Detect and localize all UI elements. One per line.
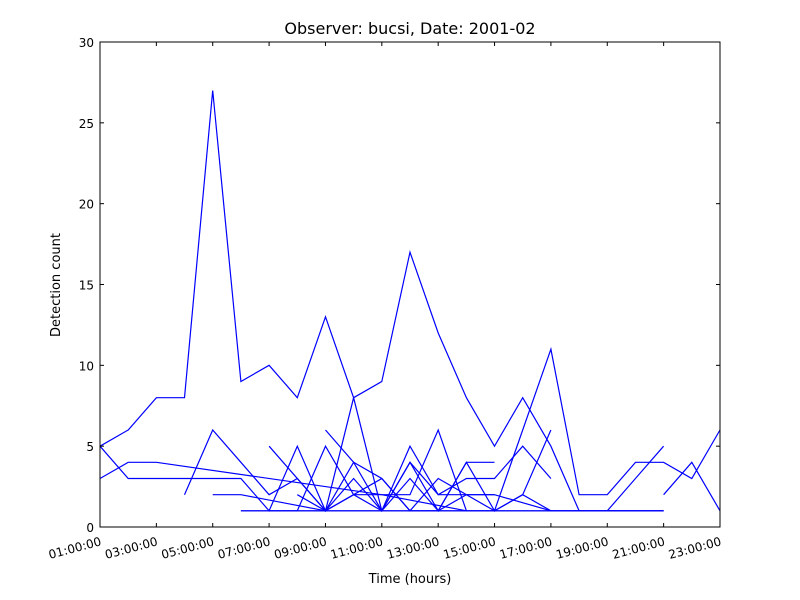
series-line-12 bbox=[663, 461, 721, 512]
y-tick-label: 0 bbox=[86, 521, 94, 535]
x-tick-label: 05:00:00 bbox=[160, 534, 216, 561]
x-tick-label: 17:00:00 bbox=[498, 534, 554, 561]
x-axis-ticks: 01:00:00 03:00:00 05:00:00 07:00:00 09:00:00… bbox=[47, 42, 723, 562]
x-tick-label: 11:00:00 bbox=[329, 534, 385, 561]
x-axis-label: Time (hours) bbox=[368, 572, 452, 587]
series-line-3 bbox=[99, 346, 721, 513]
x-tick-label: 15:00:00 bbox=[442, 534, 498, 561]
y-axis-ticks: 0 5 10 15 20 25 30 bbox=[79, 36, 720, 535]
plot-frame bbox=[99, 41, 721, 528]
x-tick-label: 13:00:00 bbox=[385, 534, 441, 561]
x-tick-label: 03:00:00 bbox=[103, 534, 159, 561]
y-axis-label: Detection count bbox=[49, 233, 64, 337]
y-tick-label: 20 bbox=[79, 198, 94, 212]
series-layer bbox=[99, 90, 721, 513]
y-tick-label: 30 bbox=[79, 36, 94, 50]
x-tick-label: 19:00:00 bbox=[554, 534, 610, 561]
series-line-11 bbox=[325, 429, 495, 512]
x-tick-label: 21:00:00 bbox=[611, 534, 667, 561]
y-tick-label: 10 bbox=[79, 359, 94, 373]
x-tick-label: 07:00:00 bbox=[216, 534, 272, 561]
x-tick-label: 23:00:00 bbox=[667, 534, 723, 561]
y-tick-label: 25 bbox=[79, 117, 94, 131]
x-tick-label: 09:00:00 bbox=[273, 534, 329, 561]
y-tick-label: 15 bbox=[79, 279, 94, 293]
series-line-5 bbox=[212, 494, 664, 512]
series-line-1 bbox=[99, 90, 664, 512]
chart-title: Observer: bucsi, Date: 2001-02 bbox=[284, 19, 535, 38]
y-tick-label: 5 bbox=[86, 440, 94, 454]
x-tick-label: 01:00:00 bbox=[47, 534, 103, 561]
